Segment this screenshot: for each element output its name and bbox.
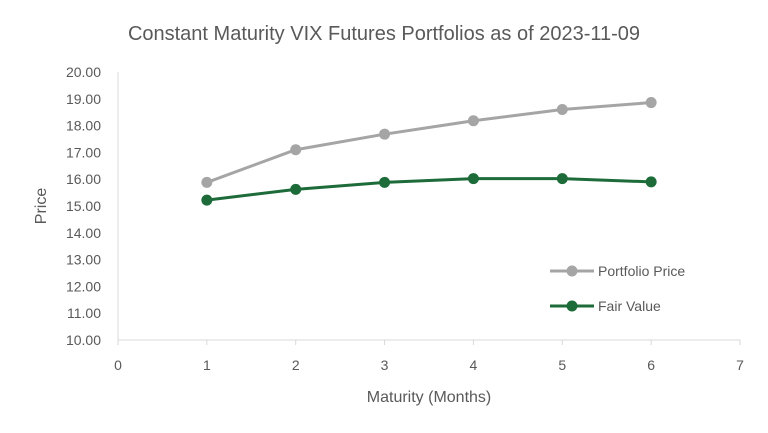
data-point bbox=[201, 194, 213, 206]
y-tick-label: 19.00 bbox=[66, 91, 101, 107]
series-portfolio-price bbox=[201, 97, 657, 188]
y-tick-label: 13.00 bbox=[66, 252, 101, 268]
data-point bbox=[556, 173, 568, 185]
series-group bbox=[201, 97, 657, 206]
y-tick-label: 14.00 bbox=[66, 225, 101, 241]
x-tick-label: 7 bbox=[736, 357, 744, 373]
x-axis-label: Maturity (Months) bbox=[367, 389, 491, 406]
y-tick-label: 10.00 bbox=[66, 332, 101, 348]
x-tick-label: 4 bbox=[470, 357, 478, 373]
series-line bbox=[206, 177, 652, 202]
data-point bbox=[645, 97, 657, 109]
x-tick-label: 5 bbox=[558, 357, 566, 373]
x-axis: 0 1 2 3 4 5 6 7 bbox=[114, 339, 744, 373]
y-axis-label: Price bbox=[33, 188, 50, 225]
legend-label: Portfolio Price bbox=[598, 263, 685, 279]
data-point bbox=[379, 176, 391, 188]
legend: Portfolio Price Fair Value bbox=[550, 263, 685, 314]
data-point bbox=[556, 104, 568, 116]
y-tick-label: 17.00 bbox=[66, 144, 101, 160]
legend-label: Fair Value bbox=[598, 298, 661, 314]
series-line bbox=[206, 101, 652, 184]
legend-marker bbox=[566, 300, 578, 312]
legend-marker bbox=[566, 265, 578, 277]
x-tick-label: 2 bbox=[292, 357, 300, 373]
data-point bbox=[645, 176, 657, 188]
y-tick-label: 12.00 bbox=[66, 278, 101, 294]
data-point bbox=[379, 128, 391, 140]
data-point bbox=[467, 115, 479, 127]
y-tick-label: 15.00 bbox=[66, 198, 101, 214]
x-tick-label: 6 bbox=[647, 357, 655, 373]
legend-entry: Fair Value bbox=[550, 298, 661, 314]
x-tick-label: 1 bbox=[203, 357, 211, 373]
y-axis: 10.00 11.00 12.00 13.00 14.00 15.00 16.00 17.00… bbox=[66, 64, 119, 348]
y-tick-label: 11.00 bbox=[67, 305, 101, 321]
data-point bbox=[290, 144, 302, 156]
data-point bbox=[290, 183, 302, 195]
x-tick-label: 0 bbox=[114, 357, 122, 373]
data-point bbox=[467, 173, 479, 185]
y-tick-label: 20.00 bbox=[66, 64, 101, 80]
x-tick-label: 3 bbox=[381, 357, 389, 373]
legend-entry: Portfolio Price bbox=[550, 263, 685, 279]
data-point bbox=[201, 176, 213, 188]
y-tick-label: 16.00 bbox=[66, 171, 101, 187]
series-fair-value bbox=[201, 173, 657, 206]
chart-title: Constant Maturity VIX Futures Portfolios… bbox=[128, 23, 640, 45]
y-tick-label: 18.00 bbox=[66, 118, 101, 134]
